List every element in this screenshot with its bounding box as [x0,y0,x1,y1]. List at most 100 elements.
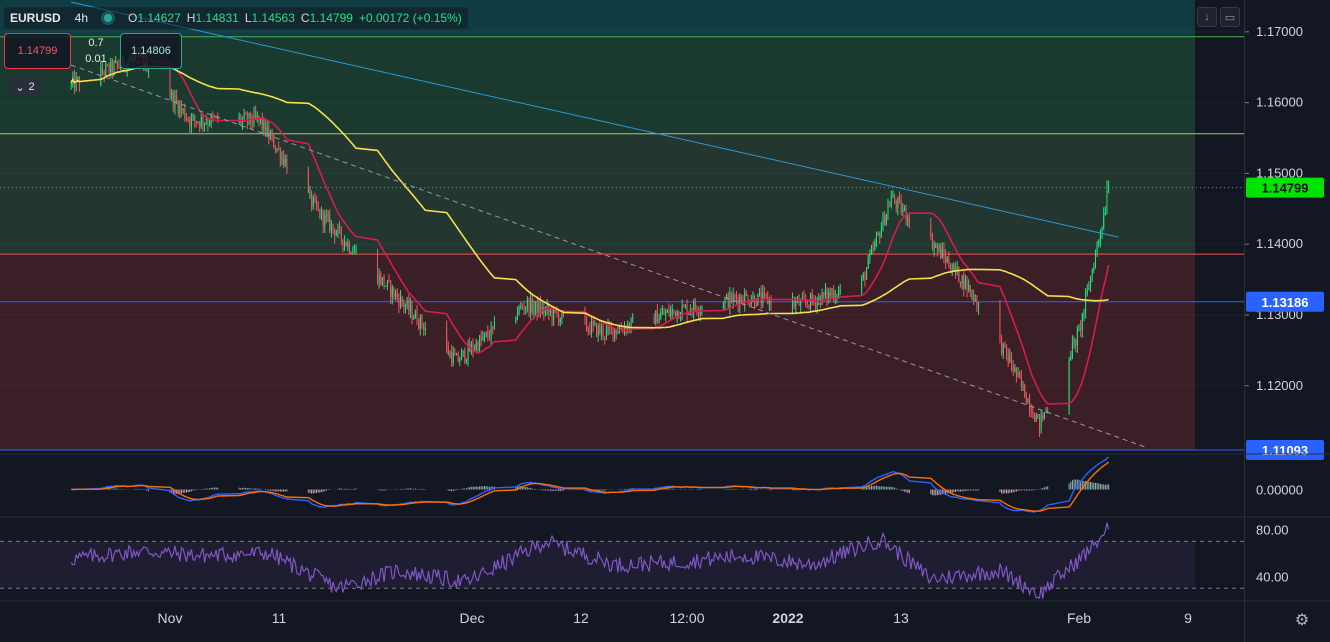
symbol-name[interactable]: EURUSD [10,11,61,25]
indicator-count: 2 [28,81,35,93]
candle-body [866,268,868,280]
candle-body [276,148,278,150]
candle-body [348,242,350,253]
candle-body [1086,289,1088,294]
macd-line[interactable] [71,456,1109,513]
indicators-collapse-button[interactable]: ⌄ 2 [9,78,41,96]
candle-body [398,297,400,307]
sell-button[interactable]: 1.14799 [4,33,71,69]
candle-body [596,323,598,337]
candle-body [447,347,449,355]
candle-body [948,258,950,267]
candle-body [1038,414,1040,430]
market-open-icon [104,14,113,22]
level-label-1-bg [1246,439,1324,460]
candle-body [800,300,802,306]
candle-body [110,61,112,73]
candle-body [169,71,171,98]
price-tick-label: 1.12000 [1256,378,1303,393]
trendline-0[interactable] [71,1,1119,238]
rsi-line[interactable] [70,522,1110,599]
fullscreen-button[interactable]: ▭ [1220,7,1240,27]
price-zone-1 [0,36,1195,134]
candle-body [739,296,741,306]
candle-body [737,299,739,306]
candle-body [345,241,347,247]
candle-body [808,304,810,309]
candle-body [549,311,551,313]
scroll-down-button[interactable]: ↓ [1197,7,1217,27]
candle-body [968,285,970,291]
candle-body [1104,212,1106,215]
candle-body [386,280,388,287]
candle-body [118,64,120,67]
candle-body [1019,372,1021,378]
candle-body [678,311,680,319]
candle-body [474,349,476,351]
candle-body [179,105,181,114]
candle-body [602,327,604,337]
price-axis-bg [1245,0,1330,642]
open-label: O [128,11,138,25]
candle-body [824,289,826,296]
candle-body [269,135,271,139]
candle-body [477,342,479,351]
candle-body [821,292,823,305]
candle-body [414,311,416,319]
candle-body [260,119,262,121]
trendline-1[interactable] [71,64,1149,449]
candle-body [683,306,685,308]
candle-body [1108,187,1110,189]
candle-body [335,233,337,236]
candle-body [956,266,958,272]
candle-body [966,279,968,291]
candle-body [1022,384,1024,386]
candle-body [419,315,421,328]
candle-body [105,65,107,75]
candle-body [548,305,550,313]
candle-body [673,309,675,312]
candle-body [1068,360,1070,411]
price-tick-label: 1.14000 [1256,236,1303,251]
candle-body [1020,377,1022,385]
spread-display: 0.7 0.01 [74,33,118,69]
timeframe-label[interactable]: 4h [74,11,89,25]
candle-body [189,120,191,127]
buy-button[interactable]: 1.14806 [120,33,182,69]
candle-body [521,306,523,308]
candle-body [610,327,612,329]
candle-body [531,298,533,312]
candle-body [632,317,634,319]
candle-body [591,321,593,334]
candle-body [553,307,555,320]
candle-body [380,274,382,284]
candle-body [408,300,410,311]
candle-body [831,292,833,296]
macd-signal-line[interactable] [71,461,1110,512]
candle-body [1034,417,1036,422]
candle-body [449,352,451,355]
candle-body [1040,415,1042,430]
candle-body [933,245,935,250]
candle-body [675,311,677,317]
candle-body [1042,415,1044,419]
candle-body [999,302,1001,339]
candle-body [950,266,952,272]
candle-body [391,287,393,298]
candle-body [958,266,960,283]
candle-body [833,292,835,300]
candle-body [393,287,395,297]
candle-body [801,297,803,301]
candle-body [959,282,961,285]
candle-body [978,302,980,308]
moving-average-100[interactable] [70,65,1109,329]
candle-body [106,65,108,67]
time-axis-label: 11 [272,610,287,626]
settings-gear-icon[interactable]: ⚙ [1294,612,1310,629]
candle-body [1045,409,1047,413]
candle-body [902,209,904,213]
candle-body [551,311,553,320]
candle-body [317,206,319,210]
